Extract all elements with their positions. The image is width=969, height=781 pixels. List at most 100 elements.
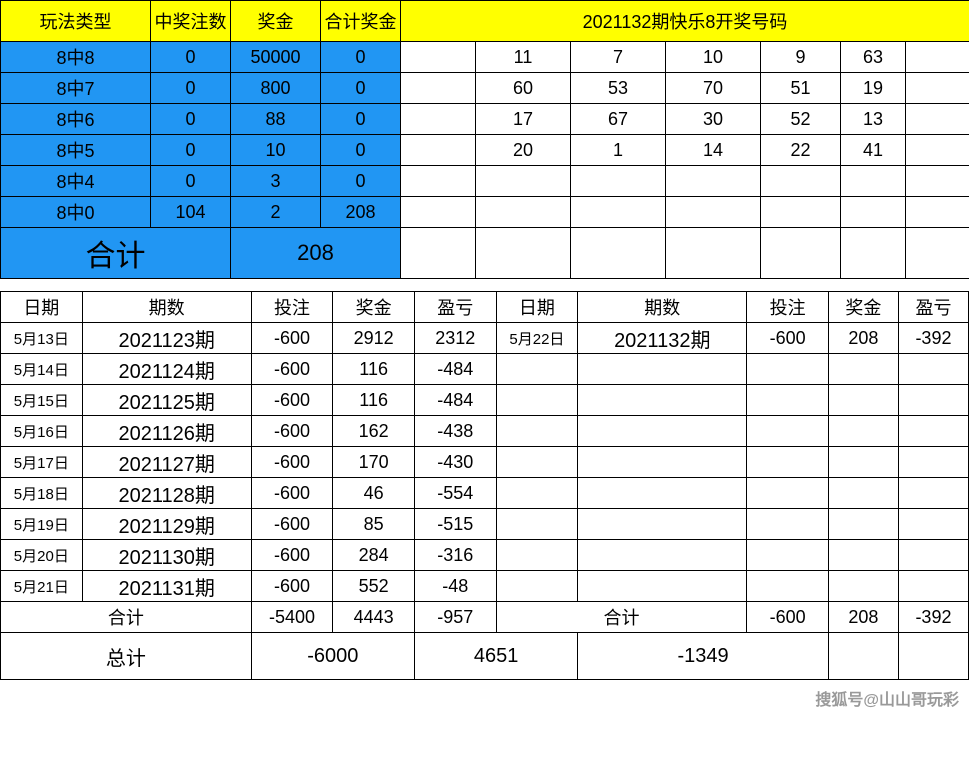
prize-cell: 800 [231, 73, 321, 104]
bottom-header-cell: 期数 [82, 292, 251, 323]
empty-cell [906, 228, 969, 279]
data-cell [578, 509, 747, 540]
bottom-header-cell: 日期 [496, 292, 578, 323]
draw-number-cell: 52 [761, 104, 841, 135]
subtotal-cell: -957 [414, 602, 496, 633]
bottom-header-cell: 日期 [1, 292, 83, 323]
draw-number-cell: 19 [841, 73, 906, 104]
bottom-header-cell: 奖金 [828, 292, 898, 323]
prize-cell: 0 [151, 73, 231, 104]
subtotal-cell: -392 [898, 602, 968, 633]
data-cell: -600 [747, 323, 829, 354]
data-cell [828, 385, 898, 416]
data-cell [747, 571, 829, 602]
top-left-header: 中奖注数 [151, 1, 231, 42]
prize-cell: 10 [231, 135, 321, 166]
top-left-header: 合计奖金 [321, 1, 401, 42]
data-cell: 552 [333, 571, 415, 602]
watermark-text: 搜狐号@山山哥玩彩 [0, 680, 969, 710]
data-cell: 2021127期 [82, 447, 251, 478]
data-cell: 2021124期 [82, 354, 251, 385]
draw-number-cell: 20 [476, 135, 571, 166]
data-cell: -600 [251, 478, 333, 509]
bottom-table: 日期期数投注奖金盈亏日期期数投注奖金盈亏5月13日2021123期-600291… [0, 291, 969, 680]
data-cell: 5月22日 [496, 323, 578, 354]
draw-number-cell [571, 197, 666, 228]
grand-label: 总计 [1, 633, 252, 680]
data-cell: 2021125期 [82, 385, 251, 416]
data-cell: 5月17日 [1, 447, 83, 478]
prize-cell: 104 [151, 197, 231, 228]
draw-number-cell [761, 197, 841, 228]
total-label: 合计 [1, 228, 231, 279]
data-cell [747, 385, 829, 416]
prize-cell: 8中0 [1, 197, 151, 228]
draw-number-cell: 70 [666, 73, 761, 104]
data-cell [898, 354, 968, 385]
data-cell [496, 416, 578, 447]
draw-number-cell: 9 [761, 42, 841, 73]
draw-number-cell: 1 [571, 135, 666, 166]
prize-cell: 0 [151, 104, 231, 135]
prize-cell: 8中6 [1, 104, 151, 135]
spacer-cell [401, 197, 476, 228]
data-cell: -430 [414, 447, 496, 478]
data-cell: -392 [898, 323, 968, 354]
data-cell [828, 416, 898, 447]
empty-cell [841, 228, 906, 279]
total-value: 208 [231, 228, 401, 279]
draw-number-cell: 22 [761, 135, 841, 166]
data-cell: 2021132期 [578, 323, 747, 354]
data-cell: 5月16日 [1, 416, 83, 447]
data-cell: -600 [251, 416, 333, 447]
data-cell: 2021123期 [82, 323, 251, 354]
data-cell [496, 571, 578, 602]
empty-cell [666, 228, 761, 279]
data-cell [828, 509, 898, 540]
data-cell [828, 447, 898, 478]
empty-cell [828, 633, 898, 680]
data-cell: -484 [414, 385, 496, 416]
data-cell: -48 [414, 571, 496, 602]
data-cell: 2312 [414, 323, 496, 354]
data-cell [496, 509, 578, 540]
draw-number-cell [476, 166, 571, 197]
data-cell: -600 [251, 354, 333, 385]
data-cell: 116 [333, 385, 415, 416]
data-cell: 170 [333, 447, 415, 478]
draw-number-cell [666, 197, 761, 228]
prize-cell: 3 [231, 166, 321, 197]
grand-cell: -6000 [251, 633, 414, 680]
bottom-header-cell: 期数 [578, 292, 747, 323]
subtotal-cell: -600 [747, 602, 829, 633]
grand-cell: -1349 [578, 633, 829, 680]
top-left-header: 玩法类型 [1, 1, 151, 42]
bottom-header-cell: 投注 [251, 292, 333, 323]
empty-cell [898, 633, 968, 680]
draw-number-cell: 10 [666, 42, 761, 73]
prize-cell: 50000 [231, 42, 321, 73]
data-cell [828, 478, 898, 509]
top-left-header: 奖金 [231, 1, 321, 42]
data-cell [898, 447, 968, 478]
grand-cell: 4651 [414, 633, 577, 680]
data-cell [578, 447, 747, 478]
data-cell: 162 [333, 416, 415, 447]
data-cell [496, 354, 578, 385]
data-cell: 116 [333, 354, 415, 385]
data-cell: 5月13日 [1, 323, 83, 354]
draw-number-cell: 17 [476, 104, 571, 135]
draw-number-cell: 60 [476, 73, 571, 104]
bottom-header-cell: 投注 [747, 292, 829, 323]
data-cell [578, 354, 747, 385]
data-cell [747, 416, 829, 447]
empty-cell [571, 228, 666, 279]
data-cell [747, 540, 829, 571]
empty-cell [401, 228, 476, 279]
spacer-cell [401, 135, 476, 166]
data-cell [747, 509, 829, 540]
data-cell: -438 [414, 416, 496, 447]
data-cell: 284 [333, 540, 415, 571]
data-cell: 46 [333, 478, 415, 509]
spacer-cell [401, 42, 476, 73]
